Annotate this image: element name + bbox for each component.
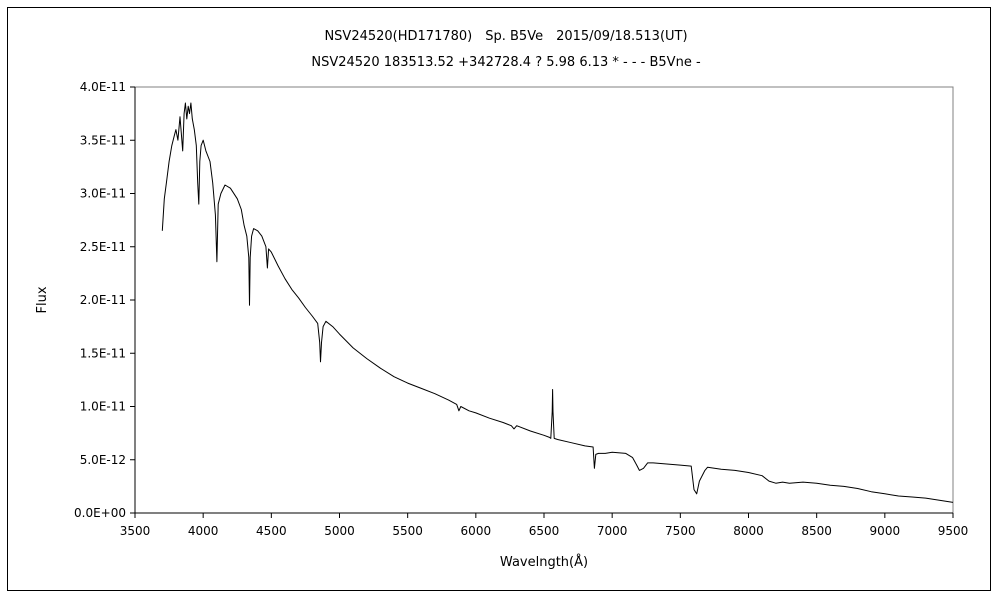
y-tick-label: 1.5E-11: [80, 346, 126, 360]
y-axis-label: Flux: [35, 286, 50, 313]
x-axis-label: Wavelngth(Å): [500, 554, 588, 570]
chart-title: NSV24520(HD171780) Sp. B5Ve 2015/09/18.5…: [324, 29, 687, 44]
chart-frame: NSV24520(HD171780) Sp. B5Ve 2015/09/18.5…: [7, 7, 991, 591]
x-tick-label: 8500: [801, 524, 832, 538]
x-tick-label: 8000: [733, 524, 764, 538]
x-axis: 3500 4000 4500 5000 5500 6000 6500 7000 7500 8000…: [120, 512, 969, 538]
x-tick-label: 7000: [597, 524, 628, 538]
x-tick-label: 4000: [188, 524, 219, 538]
x-tick-label: 9500: [938, 524, 969, 538]
y-tick-label: 0.0E+00: [74, 506, 126, 520]
series-group: [161, 102, 954, 503]
y-tick-label: 4.0E-11: [80, 80, 126, 94]
y-axis: 0.0E+00 5.0E-12 1.0E-11 1.5E-11 2.0E-11 2.5E-…: [74, 80, 136, 520]
x-tick-label: 9000: [870, 524, 901, 538]
y-tick-label: 2.5E-11: [80, 240, 126, 254]
x-tick-label: 6000: [461, 524, 492, 538]
y-tick-label: 2.0E-11: [80, 293, 126, 307]
x-tick-label: 6500: [529, 524, 560, 538]
plot-area: [134, 86, 954, 514]
y-tick-label: 3.0E-11: [80, 187, 126, 201]
chart-svg: NSV24520(HD171780) Sp. B5Ve 2015/09/18.5…: [35, 29, 969, 570]
y-tick-label: 5.0E-12: [80, 453, 126, 467]
x-tick-label: 3500: [120, 524, 151, 538]
x-tick-label: 7500: [665, 524, 696, 538]
y-tick-label: 1.0E-11: [80, 400, 126, 414]
x-tick-label: 5000: [324, 524, 355, 538]
x-tick-label: 5500: [392, 524, 423, 538]
spectrum-line: [161, 102, 954, 503]
y-tick-label: 3.5E-11: [80, 133, 126, 147]
chart-subtitle: NSV24520 183513.52 +342728.4 ? 5.98 6.13…: [311, 55, 701, 70]
x-tick-label: 4500: [256, 524, 287, 538]
